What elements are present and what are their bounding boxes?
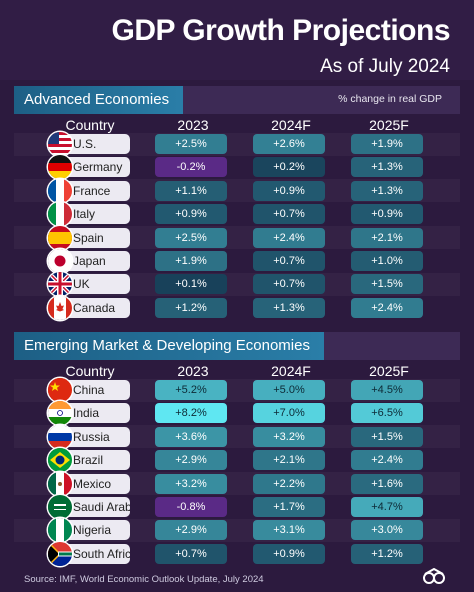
value-cell: +1.5%	[351, 426, 423, 447]
value-cell: +7.0%	[253, 403, 325, 424]
column-header: 2025F	[369, 117, 409, 133]
value-cell: +2.1%	[253, 450, 325, 471]
column-header: 2023	[177, 117, 209, 133]
value-cell: +0.7%	[253, 251, 325, 271]
section-band: Emerging Market & Developing Economies	[14, 332, 460, 360]
value-cell: +1.3%	[351, 157, 423, 178]
value-cell: +4.5%	[351, 380, 423, 400]
country-label: Mexico	[60, 473, 130, 494]
value-cell: +2.5%	[155, 134, 227, 154]
nigeria-flag-icon	[48, 518, 72, 543]
country-label: Germany	[60, 157, 130, 178]
value-cell: +1.2%	[351, 543, 423, 564]
india-flag-icon	[48, 401, 72, 426]
value-cell: +0.7%	[253, 274, 325, 295]
value-cell: +3.0%	[351, 520, 423, 541]
chart-title: GDP Growth Projections	[111, 14, 451, 47]
value-cell: +5.2%	[155, 380, 227, 400]
country-label: South Africa	[60, 543, 130, 564]
russia-flag-icon	[48, 424, 72, 449]
value-cell: +3.6%	[155, 426, 227, 447]
value-cell: +3.2%	[253, 426, 325, 447]
china-flag-icon	[48, 378, 72, 402]
value-cell: +0.9%	[351, 204, 423, 225]
section-title: Advanced Economies	[14, 86, 184, 114]
country-label: India	[60, 403, 130, 424]
unit-note: % change in real GDP	[338, 93, 442, 105]
country-label: Russia	[60, 426, 130, 447]
value-cell: +4.7%	[351, 497, 423, 517]
column-header: 2025F	[369, 363, 409, 379]
country-label: China	[60, 380, 130, 400]
country-label: Brazil	[60, 450, 130, 471]
value-cell: +1.7%	[253, 497, 325, 517]
column-header: 2024F	[271, 117, 311, 133]
canada-flag-icon	[48, 295, 72, 320]
header: GDP Growth Projections As of July 2024	[0, 0, 474, 80]
value-cell: +2.4%	[351, 297, 423, 318]
section-title: Emerging Market & Developing Economies	[14, 332, 324, 360]
column-header: 2023	[177, 363, 209, 379]
value-cell: +2.9%	[155, 450, 227, 471]
value-cell: +2.2%	[253, 473, 325, 494]
publisher-logo-icon	[423, 568, 445, 584]
column-header: Country	[65, 117, 115, 133]
value-cell: +2.4%	[253, 227, 325, 248]
south-africa-flag-icon	[48, 541, 72, 566]
value-cell: +8.2%	[155, 403, 227, 424]
value-cell: +2.1%	[351, 227, 423, 248]
country-label: U.S.	[60, 134, 130, 154]
value-cell: +0.9%	[253, 543, 325, 564]
value-cell: +1.6%	[351, 473, 423, 494]
column-header: 2024F	[271, 363, 311, 379]
value-cell: +1.3%	[253, 297, 325, 318]
country-label: Spain	[60, 227, 130, 248]
value-cell: +0.9%	[155, 204, 227, 225]
country-label: Canada	[60, 297, 130, 318]
country-label: Saudi Arabia	[60, 497, 130, 517]
column-header: Country	[65, 363, 115, 379]
value-cell: +1.3%	[351, 180, 423, 201]
value-cell: +1.2%	[155, 297, 227, 318]
country-label: Italy	[60, 204, 130, 225]
value-cell: +1.5%	[351, 274, 423, 295]
germany-flag-icon	[48, 155, 72, 180]
section-band: Advanced Economies % change in real GDP	[14, 86, 460, 114]
value-cell: +1.0%	[351, 251, 423, 271]
country-label: Japan	[60, 251, 130, 271]
japan-flag-icon	[48, 249, 72, 273]
country-label: France	[60, 180, 130, 201]
brazil-flag-icon	[48, 448, 72, 473]
value-cell: +1.9%	[155, 251, 227, 271]
saudi-arabia-flag-icon	[48, 495, 72, 519]
country-label: UK	[60, 274, 130, 295]
value-cell: -0.8%	[155, 497, 227, 517]
value-cell: +0.1%	[155, 274, 227, 295]
value-cell: +3.1%	[253, 520, 325, 541]
value-cell: +0.9%	[253, 180, 325, 201]
value-cell: +2.5%	[155, 227, 227, 248]
country-label: Nigeria	[60, 520, 130, 541]
value-cell: +0.7%	[253, 204, 325, 225]
mexico-flag-icon	[48, 471, 72, 496]
value-cell: +6.5%	[351, 403, 423, 424]
value-cell: +2.4%	[351, 450, 423, 471]
value-cell: +2.9%	[155, 520, 227, 541]
value-cell: +0.7%	[155, 543, 227, 564]
spain-flag-icon	[48, 225, 72, 250]
source-note: Source: IMF, World Economic Outlook Upda…	[24, 574, 264, 585]
italy-flag-icon	[48, 202, 72, 227]
value-cell: +2.6%	[253, 134, 325, 154]
value-cell: +0.2%	[253, 157, 325, 178]
france-flag-icon	[48, 178, 72, 203]
value-cell: +3.2%	[155, 473, 227, 494]
value-cell: +1.9%	[351, 134, 423, 154]
value-cell: -0.2%	[155, 157, 227, 178]
chart-subtitle: As of July 2024	[320, 56, 450, 77]
value-cell: +1.1%	[155, 180, 227, 201]
value-cell: +5.0%	[253, 380, 325, 400]
us-flag-icon	[48, 132, 72, 156]
